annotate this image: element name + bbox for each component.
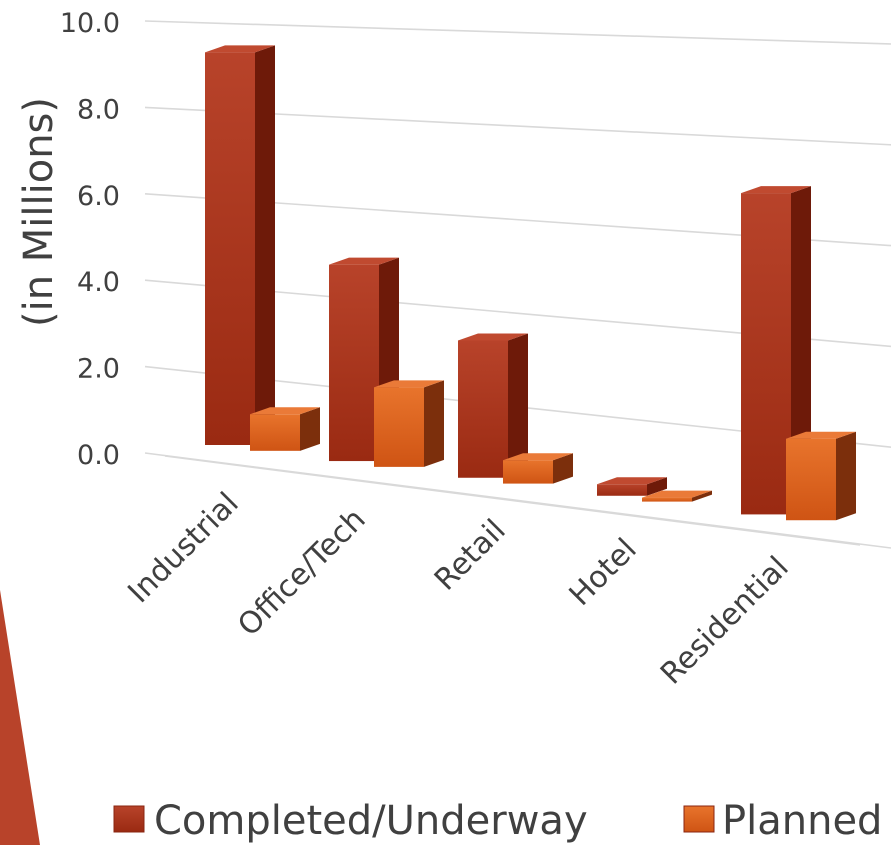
y-tick-label: 4.0 bbox=[77, 267, 120, 298]
x-tick-label-residential: Residential bbox=[654, 550, 796, 692]
bar-side-face bbox=[553, 453, 573, 484]
y-axis: 0.0 2.0 4.0 6.0 8.0 10.0 bbox=[60, 8, 120, 471]
bar-front-face bbox=[205, 52, 255, 446]
y-tick-label: 8.0 bbox=[77, 94, 120, 125]
bar-front-face bbox=[642, 497, 692, 502]
legend-label-completed: Completed/Underway bbox=[154, 798, 588, 844]
bar-top-face bbox=[642, 490, 712, 498]
bar-side-face bbox=[508, 333, 528, 478]
bar-side-face bbox=[836, 431, 856, 521]
bar-planned-industrial bbox=[250, 407, 320, 451]
legend-swatch-completed bbox=[113, 805, 145, 833]
bar-side-face bbox=[424, 380, 444, 467]
x-tick-label-hotel: Hotel bbox=[563, 532, 644, 613]
bar-top-face bbox=[786, 431, 856, 439]
bar-top-face bbox=[374, 380, 444, 388]
bar-completed-retail bbox=[458, 333, 528, 478]
y-tick-label: 2.0 bbox=[77, 354, 120, 385]
y-tick-label: 0.0 bbox=[77, 440, 120, 471]
bar-top-face bbox=[741, 186, 811, 194]
bar-top-face bbox=[329, 257, 399, 265]
y-tick-label: 10.0 bbox=[60, 8, 120, 39]
bar-front-face bbox=[741, 193, 791, 515]
legend-label-planned: Planned bbox=[722, 798, 882, 844]
bar-side-face bbox=[692, 490, 712, 502]
bar-planned-retail bbox=[503, 453, 573, 484]
legend: Completed/Underway Planned bbox=[113, 798, 882, 844]
gridline bbox=[144, 20, 891, 45]
legend-swatch-planned bbox=[683, 805, 715, 833]
bar-front-face bbox=[374, 387, 424, 467]
bar-completed-hotel bbox=[597, 477, 667, 496]
legend-item-completed: Completed/Underway bbox=[113, 798, 588, 844]
bar-side-face bbox=[255, 45, 275, 446]
bar-side-face bbox=[647, 477, 667, 496]
y-tick-label: 6.0 bbox=[77, 181, 120, 212]
bar-top-face bbox=[250, 407, 320, 415]
x-tick-label-industrial: Industrial bbox=[121, 486, 245, 610]
bar-front-face bbox=[786, 438, 836, 521]
bar-top-face bbox=[458, 333, 528, 341]
bar-front-face bbox=[329, 264, 379, 462]
bar-front-face bbox=[503, 460, 553, 484]
bar-completed-industrial bbox=[205, 45, 275, 446]
bar-front-face bbox=[250, 414, 300, 451]
bar-top-face bbox=[205, 45, 275, 53]
y-axis-title: (in Millions) bbox=[16, 97, 62, 327]
x-tick-label-retail: Retail bbox=[428, 513, 513, 598]
slide-accent-shape bbox=[0, 590, 40, 845]
bars bbox=[205, 45, 856, 521]
bar-completed-residential bbox=[741, 186, 811, 515]
bar-front-face bbox=[458, 340, 508, 478]
bar-top-face bbox=[597, 477, 667, 485]
bar-planned-residential bbox=[786, 431, 856, 521]
bar-top-face bbox=[503, 453, 573, 461]
legend-item-planned: Planned bbox=[683, 798, 882, 844]
floor-line bbox=[164, 455, 861, 546]
x-tick-label-office-tech: Office/Tech bbox=[231, 502, 372, 643]
bar-planned-office-tech bbox=[374, 380, 444, 467]
bar-side-face bbox=[300, 407, 320, 451]
bar-front-face bbox=[597, 484, 647, 496]
bar-planned-hotel bbox=[642, 490, 712, 502]
